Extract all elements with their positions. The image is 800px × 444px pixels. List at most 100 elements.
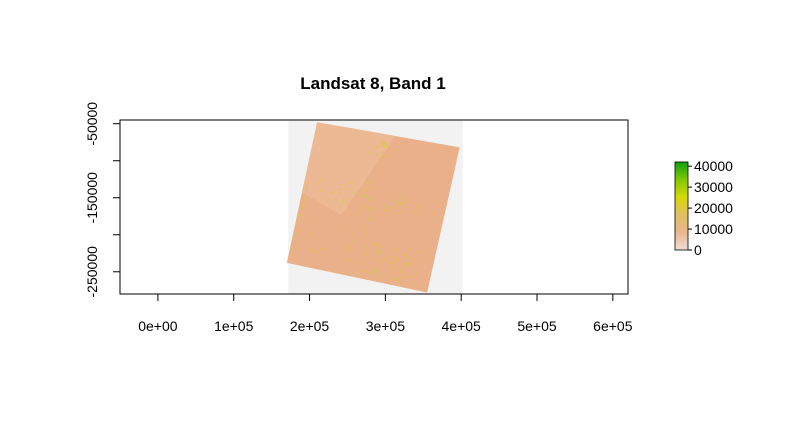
raster-speckle xyxy=(347,259,350,261)
raster-speckle xyxy=(376,146,379,148)
raster-speckle xyxy=(410,282,413,284)
x-tick-label: 3e+05 xyxy=(366,318,406,334)
raster-speckle xyxy=(439,216,442,219)
raster-speckle xyxy=(306,187,308,189)
raster-speckle xyxy=(396,249,399,252)
raster-speckle xyxy=(360,273,362,276)
raster-speckle xyxy=(377,272,379,274)
raster-speckle xyxy=(335,198,337,201)
raster-speckle xyxy=(382,145,384,147)
raster-speckle xyxy=(399,280,401,282)
raster-speckle xyxy=(379,246,382,249)
raster-speckle xyxy=(348,198,350,201)
raster-speckle xyxy=(371,272,373,275)
raster-speckle xyxy=(340,204,342,207)
raster-speckle xyxy=(326,230,328,233)
raster-speckle xyxy=(396,268,399,270)
raster-speckle xyxy=(420,251,422,253)
raster-speckle xyxy=(371,188,374,190)
raster-speckle xyxy=(349,182,351,185)
raster-speckle xyxy=(338,224,340,226)
raster-speckle xyxy=(379,251,382,253)
raster-speckle xyxy=(304,195,306,198)
raster-speckle xyxy=(373,243,376,246)
raster-speckle xyxy=(331,191,334,193)
raster-speckle xyxy=(413,218,415,221)
raster-speckle xyxy=(405,277,408,279)
raster-speckle xyxy=(367,219,370,222)
raster-speckle xyxy=(360,210,363,212)
raster-speckle xyxy=(405,262,408,265)
raster-speckle xyxy=(377,248,379,251)
raster-speckle xyxy=(361,250,363,253)
raster-speckle xyxy=(355,214,357,216)
raster-speckle xyxy=(402,265,404,268)
raster-speckle xyxy=(394,267,396,270)
raster-speckle xyxy=(387,268,389,270)
raster-speckle xyxy=(326,199,329,201)
raster-speckle xyxy=(364,219,367,221)
raster-speckle xyxy=(383,146,386,149)
raster-speckle xyxy=(417,203,420,205)
raster-speckle xyxy=(370,151,372,154)
legend-tick-label: 10000 xyxy=(694,221,733,237)
legend-tick-label: 20000 xyxy=(694,200,733,216)
raster-speckle xyxy=(399,271,401,274)
raster-speckle xyxy=(378,277,380,279)
raster-speckle xyxy=(345,188,347,190)
raster-speckle xyxy=(364,190,366,192)
raster-speckle xyxy=(385,144,387,146)
raster-speckle xyxy=(317,182,319,184)
x-axis: 0e+00 1e+05 2e+05 3e+05 4e+05 5e+05 6e+05 xyxy=(138,293,633,334)
raster-speckle xyxy=(376,270,378,273)
legend-tick-label: 30000 xyxy=(694,179,733,195)
raster-speckle xyxy=(390,199,392,202)
raster-speckle xyxy=(395,200,398,203)
raster-speckle xyxy=(381,141,384,143)
raster-speckle xyxy=(406,255,409,258)
raster-speckle xyxy=(398,203,401,206)
raster-speckle xyxy=(394,213,396,215)
raster-speckle xyxy=(375,153,377,156)
raster-speckle xyxy=(365,227,367,229)
raster-speckle xyxy=(389,149,391,151)
raster-speckle xyxy=(408,248,411,251)
raster-speckle xyxy=(369,153,371,155)
raster-speckle xyxy=(374,181,376,184)
raster-speckle xyxy=(414,273,417,276)
raster-speckle xyxy=(366,198,369,200)
raster-speckle xyxy=(400,268,402,271)
raster-speckle xyxy=(360,207,362,209)
raster-speckle xyxy=(322,180,325,182)
raster-speckle xyxy=(361,243,363,246)
raster-speckle xyxy=(369,176,371,178)
raster-speckle xyxy=(395,257,397,260)
raster-speckle xyxy=(375,147,377,149)
raster-speckle xyxy=(403,201,406,203)
raster-speckle xyxy=(396,212,399,214)
raster-speckle xyxy=(385,155,387,157)
raster-speckle xyxy=(400,192,402,194)
raster-speckle xyxy=(386,145,388,148)
raster-speckle xyxy=(411,275,413,277)
raster-speckle xyxy=(371,143,373,145)
raster-speckle xyxy=(384,142,386,144)
x-tick-label: 0e+00 xyxy=(138,318,178,334)
raster-speckle xyxy=(302,205,304,208)
legend-color-bar xyxy=(674,161,689,251)
raster-speckle xyxy=(397,260,399,262)
raster-speckle xyxy=(373,268,376,271)
raster-speckle xyxy=(363,188,366,191)
raster-speckle xyxy=(377,208,380,210)
raster-speckle xyxy=(381,151,384,154)
raster-speckle xyxy=(369,207,371,210)
raster-layer xyxy=(286,120,463,294)
raster-speckle xyxy=(385,194,388,196)
raster-speckle xyxy=(373,144,376,147)
raster-speckle xyxy=(334,190,337,193)
raster-speckle xyxy=(371,198,373,200)
raster-speckle xyxy=(314,250,316,252)
raster-speckle xyxy=(298,220,301,222)
raster-speckle xyxy=(320,198,323,200)
